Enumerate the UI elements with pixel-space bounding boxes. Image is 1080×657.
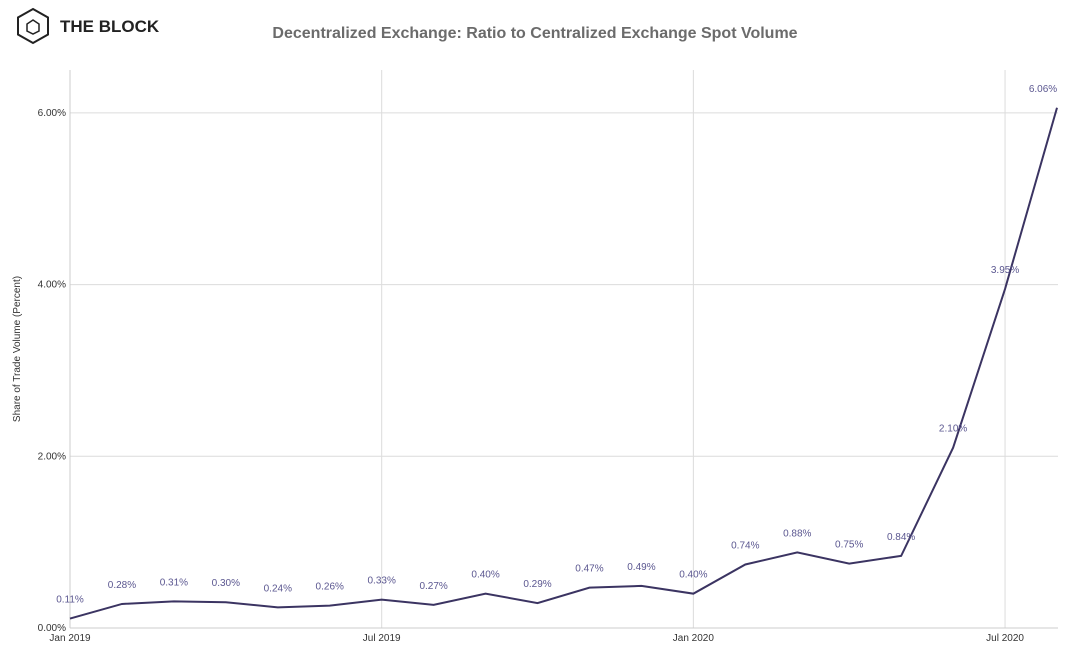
chart-title: Decentralized Exchange: Ratio to Central… [272, 25, 797, 42]
data-label: 0.29% [523, 579, 551, 590]
data-label: 3.95% [991, 265, 1019, 276]
y-tick-label: 4.00% [38, 280, 66, 291]
data-label: 2.10% [939, 424, 967, 435]
line [69, 107, 1058, 620]
x-tick-label: Jan 2019 [49, 633, 91, 644]
data-label: 0.26% [316, 582, 344, 593]
data-label: 0.75% [835, 540, 863, 551]
data-label: 0.30% [212, 578, 240, 589]
x-tick-label: Jul 2019 [363, 633, 401, 644]
data-label: 0.74% [731, 540, 759, 551]
brand: THE BLOCK [60, 17, 160, 36]
data-label: 0.28% [108, 580, 136, 591]
data-label: 0.84% [887, 532, 915, 543]
data-label: 0.24% [264, 583, 292, 594]
y-tick-label: 6.00% [38, 108, 66, 119]
data-label: 0.47% [575, 564, 603, 575]
y-tick-label: 2.00% [38, 451, 66, 462]
data-label: 0.11% [56, 595, 84, 606]
data-label: 6.06% [1029, 84, 1057, 95]
x-tick-label: Jan 2020 [673, 633, 715, 644]
data-label: 0.31% [160, 577, 188, 588]
y-tick-label: 0.00% [38, 623, 66, 634]
x-tick-label: Jul 2020 [986, 633, 1024, 644]
data-label: 0.88% [783, 528, 811, 539]
logo [17, 7, 49, 45]
data-label: 0.40% [679, 570, 707, 581]
data-label: 0.49% [627, 562, 655, 573]
data-label: 0.33% [368, 576, 396, 587]
data-label: 0.40% [471, 570, 499, 581]
y-axis-label: Share of Trade Volume (Percent) [12, 276, 23, 422]
data-label: 0.27% [419, 581, 447, 592]
